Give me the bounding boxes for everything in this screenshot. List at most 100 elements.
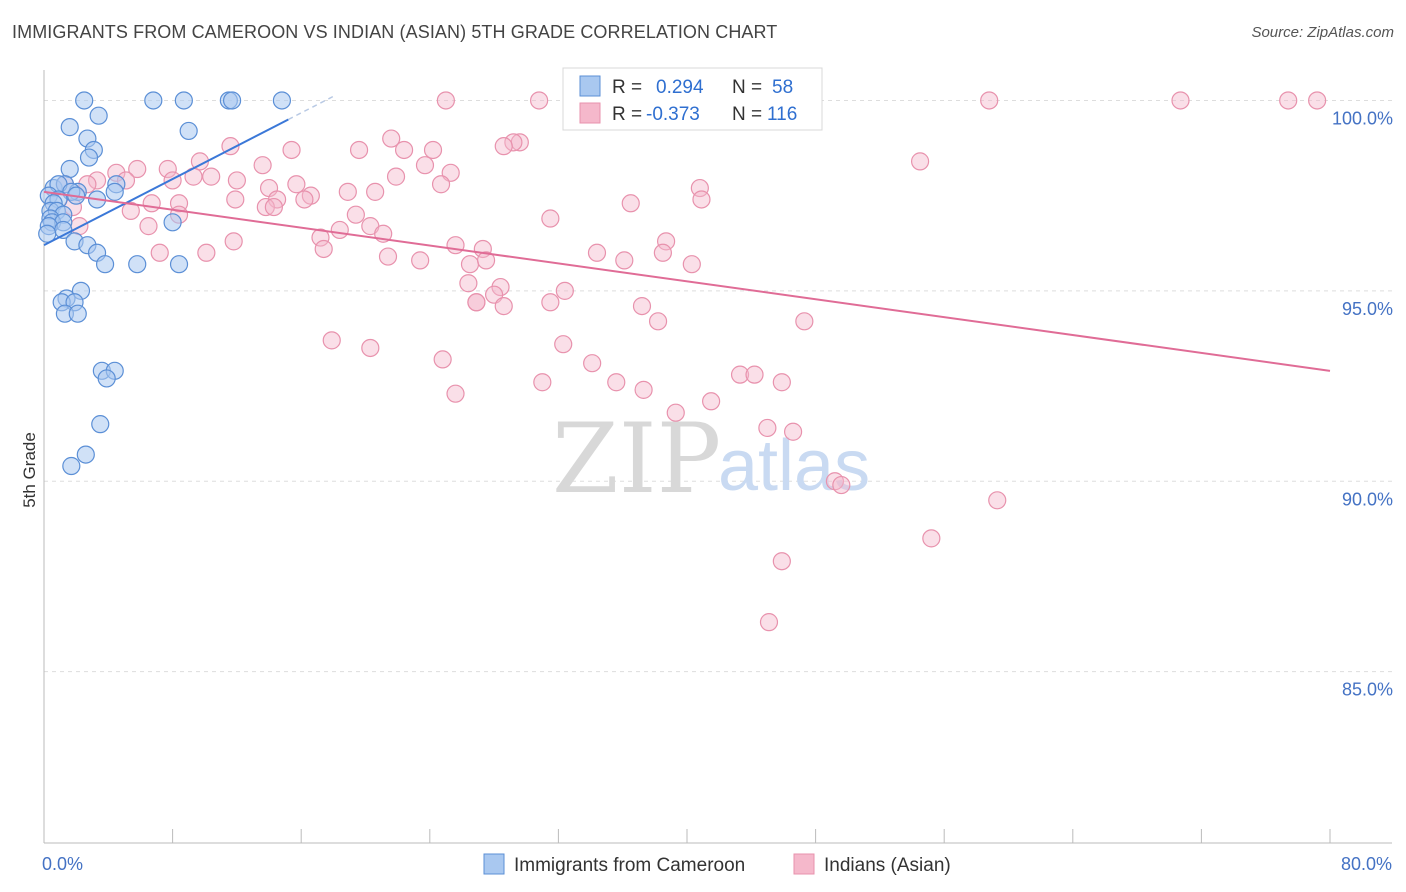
data-point-indians-asian [150, 243, 169, 262]
data-point-immigrants-from-cameroon [169, 255, 189, 274]
data-point-indians-asian [745, 365, 764, 384]
data-point-indians-asian [436, 91, 455, 110]
data-point-indians-asian [504, 133, 523, 152]
legend-swatch-cameroon [483, 853, 505, 875]
data-point-immigrants-from-cameroon [75, 91, 94, 110]
data-point-indians-asian [415, 156, 435, 175]
stats-legend-r-label-blue: R = [612, 77, 642, 98]
data-point-indians-asian [87, 171, 107, 190]
data-point-indians-asian [758, 418, 777, 438]
data-point-immigrants-from-cameroon [144, 91, 163, 110]
data-point-indians-asian [783, 422, 803, 441]
data-point-indians-asian [607, 373, 626, 392]
data-point-indians-asian [378, 247, 398, 266]
data-point-indians-asian [330, 220, 349, 240]
trend-lines [43, 95, 1331, 372]
legend-label-cameroon: Immigrants from Cameroon [514, 855, 745, 876]
data-point-indians-asian [338, 182, 357, 201]
data-point-indians-asian [227, 171, 246, 190]
trend-line-indians-asian [43, 190, 1331, 372]
data-point-indians-asian [1279, 91, 1298, 110]
data-point-immigrants-from-cameroon [163, 213, 182, 232]
data-point-indians-asian [314, 239, 333, 259]
data-point-indians-asian [832, 475, 851, 495]
data-point-immigrants-from-cameroon [38, 224, 57, 243]
data-point-indians-asian [361, 338, 380, 358]
data-point-immigrants-from-cameroon [128, 255, 147, 274]
y-tick-label: 90.0% [1342, 489, 1393, 509]
data-point-indians-asian [759, 613, 779, 632]
stats-legend-r-label-pink: R = [612, 104, 642, 125]
series-indians-asian [55, 91, 1327, 632]
data-point-indians-asian [460, 255, 480, 274]
data-point-immigrants-from-cameroon [60, 118, 79, 137]
x-tick-label-min: 0.0% [42, 854, 83, 874]
data-point-indians-asian [295, 190, 314, 209]
data-point-indians-asian [158, 159, 177, 179]
watermark-zip: ZIP [552, 403, 721, 515]
data-point-indians-asian [224, 232, 243, 251]
source-label: Source: ZipAtlas.com [1251, 24, 1394, 41]
data-point-indians-asian [346, 205, 365, 224]
data-point-indians-asian [411, 251, 430, 270]
data-point-indians-asian [431, 175, 451, 194]
data-point-indians-asian [587, 243, 607, 262]
y-tick-label: 85.0% [1342, 680, 1393, 700]
stats-legend-box [562, 67, 823, 131]
data-point-indians-asian [446, 384, 465, 403]
data-point-indians-asian [730, 365, 750, 384]
data-point-indians-asian [541, 209, 560, 228]
data-point-indians-asian [322, 331, 341, 350]
data-point-indians-asian [197, 243, 216, 262]
y-tick-label: 100.0% [1332, 108, 1393, 128]
stats-legend: R = 0.294 N = 58 R = -0.373 N = 116 [562, 67, 823, 131]
data-point-indians-asian [682, 255, 701, 274]
data-point-indians-asian [121, 201, 140, 220]
data-point-indians-asian [128, 159, 147, 179]
data-point-immigrants-from-cameroon [76, 445, 95, 464]
data-point-indians-asian [311, 228, 330, 247]
trend-line-cameroon [43, 118, 289, 247]
data-point-indians-asian [349, 140, 369, 160]
series-immigrants-from-cameroon [38, 91, 292, 476]
watermark: ZIP atlas [552, 403, 870, 515]
data-point-indians-asian [139, 217, 158, 236]
data-point-immigrants-from-cameroon [222, 91, 242, 110]
data-point-indians-asian [264, 197, 283, 217]
data-point-indians-asian [922, 529, 941, 548]
stats-legend-r-value-blue: 0.294 [656, 77, 704, 98]
data-point-indians-asian [282, 140, 301, 160]
data-point-indians-asian [163, 171, 182, 190]
data-point-indians-asian [226, 190, 245, 209]
y-tick-label: 95.0% [1342, 299, 1393, 319]
data-point-indians-asian [394, 140, 414, 160]
data-point-immigrants-from-cameroon [97, 369, 116, 388]
data-point-indians-asian [494, 296, 513, 316]
data-point-immigrants-from-cameroon [179, 121, 198, 141]
x-tick-labels: 0.0% 80.0% [42, 854, 1392, 874]
data-point-immigrants-from-cameroon [174, 91, 193, 110]
data-point-indians-asian [702, 392, 721, 411]
data-point-indians-asian [795, 312, 814, 331]
x-tick-label-max: 80.0% [1341, 854, 1392, 874]
data-point-indians-asian [142, 194, 161, 213]
data-point-indians-asian [692, 190, 711, 209]
data-point-indians-asian [653, 243, 672, 262]
legend-swatch-indians [793, 853, 815, 875]
stats-legend-n-label-blue: N = [732, 77, 762, 98]
data-point-indians-asian [446, 236, 465, 255]
data-point-indians-asian [666, 403, 685, 422]
data-point-indians-asian [476, 251, 496, 270]
legend-label-indians: Indians (Asian) [824, 855, 951, 876]
data-point-indians-asian [1171, 91, 1190, 110]
stats-legend-r-value-pink: -0.373 [646, 104, 700, 125]
data-point-indians-asian [632, 296, 652, 316]
data-point-indians-asian [615, 251, 634, 270]
data-point-immigrants-from-cameroon [95, 255, 115, 274]
data-point-indians-asian [467, 293, 486, 312]
stats-legend-n-value-pink: 116 [767, 104, 797, 125]
data-point-immigrants-from-cameroon [89, 106, 108, 125]
data-point-immigrants-from-cameroon [105, 182, 124, 201]
stats-legend-n-label-pink: N = [732, 104, 762, 125]
data-point-indians-asian [253, 156, 272, 175]
